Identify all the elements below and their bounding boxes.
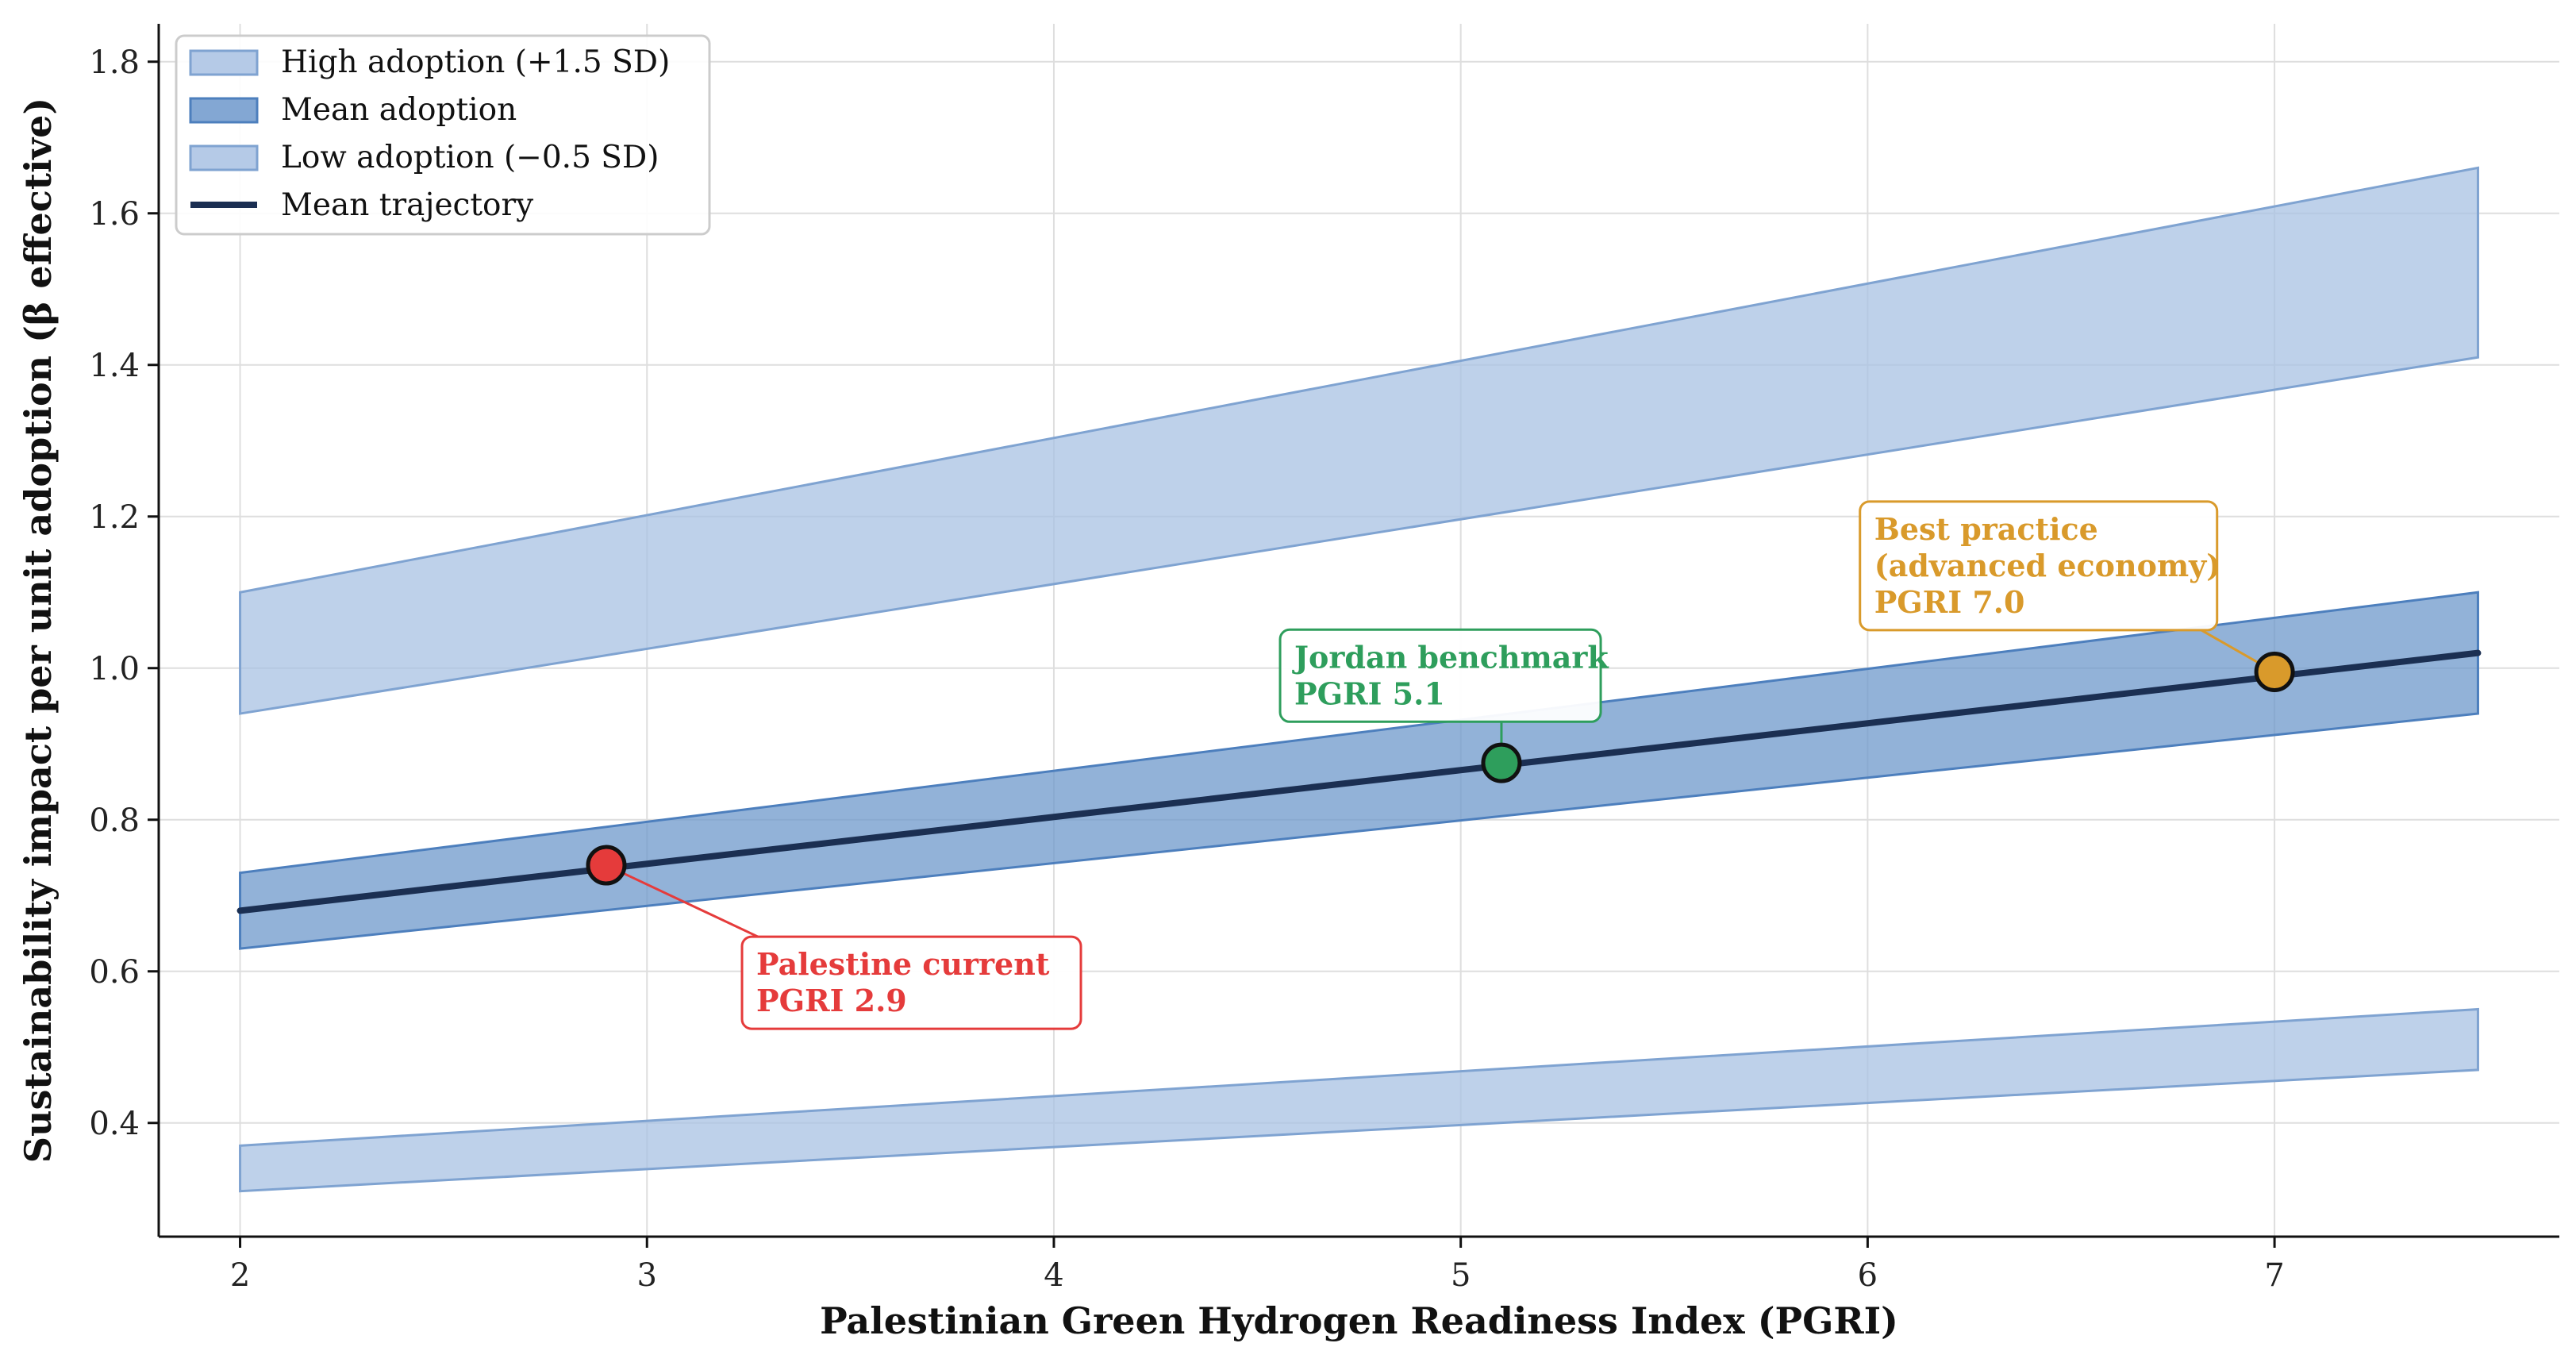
x-axis-title: Palestinian Green Hydrogen Readiness Ind…	[820, 1299, 1898, 1342]
annotation-box	[1859, 500, 2219, 632]
y-tick-label: 1.8	[89, 44, 140, 81]
y-tick-label: 1.0	[89, 651, 140, 687]
low-adoption-band	[239, 1007, 2479, 1193]
x-tick-label: 7	[2264, 1257, 2284, 1294]
annotation-connector	[606, 864, 759, 938]
legend-label: Low adoption (−0.5 SD)	[281, 140, 659, 175]
annotation-box	[1278, 628, 1602, 723]
legend-label: Mean adoption	[281, 92, 517, 128]
legend: High adoption (+1.5 SD) Mean adoption Low …	[175, 34, 711, 236]
legend-label: High adoption (+1.5 SD)	[281, 44, 670, 80]
x-tick-label: 4	[1044, 1257, 1063, 1294]
y-tick-label: 1.2	[89, 499, 140, 536]
annotation-label: (advanced economy)	[1874, 548, 2221, 583]
legend-swatch	[189, 49, 259, 76]
legend-swatch	[189, 97, 259, 124]
annotation-label: PGRI 5.1	[1294, 675, 1445, 711]
mean-adoption-band	[239, 591, 2479, 950]
y-tick-label: 0.4	[89, 1106, 140, 1142]
y-tick-label: 1.4	[89, 348, 140, 384]
annotation-label: PGRI 7.0	[1874, 584, 2025, 620]
best-practice-annotation: Best practice(advanced economy)PGRI 7.0	[1859, 500, 2295, 693]
x-tick-label: 2	[230, 1257, 250, 1294]
x-tick-label: 3	[637, 1257, 657, 1294]
y-axis-title: Sustainability impact per unit adoption …	[17, 98, 60, 1163]
x-tick-label: 6	[1858, 1257, 1878, 1294]
legend-box	[175, 34, 711, 236]
annotation-label: PGRI 2.9	[756, 983, 907, 1018]
x-tick-label: 5	[1451, 1257, 1471, 1294]
annotation-label: Jordan benchmark	[1292, 639, 1609, 675]
legend-swatch	[189, 144, 259, 171]
data-point-marker	[2254, 652, 2295, 693]
y-tick-label: 0.8	[89, 802, 140, 839]
annotation-label: Palestine current	[756, 946, 1050, 982]
band-layer	[239, 166, 2479, 1193]
legend-label: Mean trajectory	[281, 187, 533, 223]
data-point-marker	[1481, 742, 1522, 783]
y-tick-label: 0.6	[89, 954, 140, 991]
annotation-label: Best practice	[1874, 511, 2098, 547]
annotation-box	[740, 935, 1082, 1030]
high-adoption-band	[239, 166, 2479, 715]
axes-layer: 2 3 4 5 6 7 0.4 0.6 0.8 1.0 1.2 1.4 1.6 1.8	[89, 24, 2559, 1294]
data-point-marker	[586, 845, 627, 886]
y-tick-label: 1.6	[89, 196, 140, 233]
